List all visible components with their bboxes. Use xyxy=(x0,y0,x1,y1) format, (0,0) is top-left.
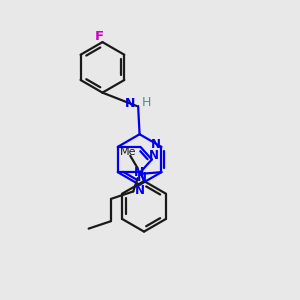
Text: N: N xyxy=(137,171,147,184)
Text: N: N xyxy=(151,138,160,151)
Text: N: N xyxy=(135,184,145,196)
Text: H: H xyxy=(142,96,151,109)
Text: N: N xyxy=(124,97,135,110)
Text: Me: Me xyxy=(120,147,136,157)
Text: N: N xyxy=(134,166,144,178)
Text: N: N xyxy=(149,148,159,162)
Text: F: F xyxy=(94,30,104,43)
